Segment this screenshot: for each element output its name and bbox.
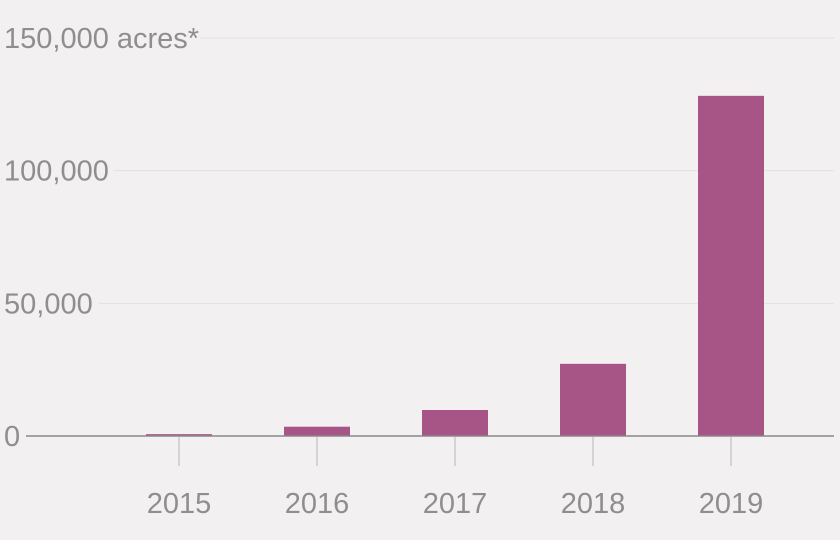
y-tick-label: 100,000 bbox=[4, 156, 109, 188]
bar-2016 bbox=[284, 426, 350, 436]
x-tick-labels: 2015 2016 2017 2018 2019 bbox=[147, 488, 764, 520]
x-tick-label: 2015 bbox=[147, 488, 212, 520]
y-tick-label: 150,000 acres* bbox=[4, 23, 199, 55]
bar-2017 bbox=[422, 409, 488, 436]
x-tick-label: 2019 bbox=[699, 488, 764, 520]
bar-2018 bbox=[560, 363, 626, 436]
bar-2015 bbox=[146, 434, 212, 437]
x-tick-label: 2016 bbox=[285, 488, 350, 520]
x-tick-label: 2018 bbox=[561, 488, 626, 520]
x-tick-label: 2017 bbox=[423, 488, 488, 520]
y-tick-label: 50,000 bbox=[4, 288, 93, 320]
x-axis bbox=[26, 435, 834, 466]
bars bbox=[146, 95, 764, 437]
y-tick-label: 0 bbox=[4, 421, 20, 453]
bar-2019 bbox=[698, 95, 764, 437]
y-tick-labels: 0 50,000 100,000 150,000 acres* bbox=[4, 23, 199, 453]
